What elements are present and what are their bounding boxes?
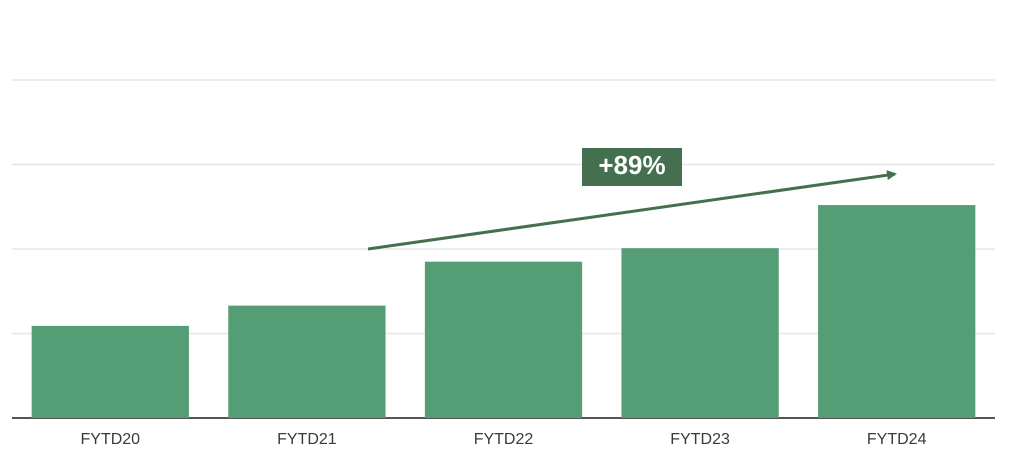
bar (228, 305, 386, 418)
x-tick-label: FYTD23 (670, 431, 730, 448)
x-tick-label: FYTD24 (867, 431, 927, 448)
growth-arrow (367, 170, 897, 251)
bar (621, 248, 779, 418)
x-tick-label: FYTD21 (277, 431, 337, 448)
annotation-box (582, 148, 682, 186)
bar (31, 325, 189, 418)
bar (424, 261, 583, 418)
bars (31, 205, 976, 418)
bar (818, 205, 976, 418)
x-tick-label: FYTD20 (81, 431, 141, 448)
x-tick-label: FYTD22 (474, 431, 534, 448)
annotation: +89% (598, 150, 665, 180)
